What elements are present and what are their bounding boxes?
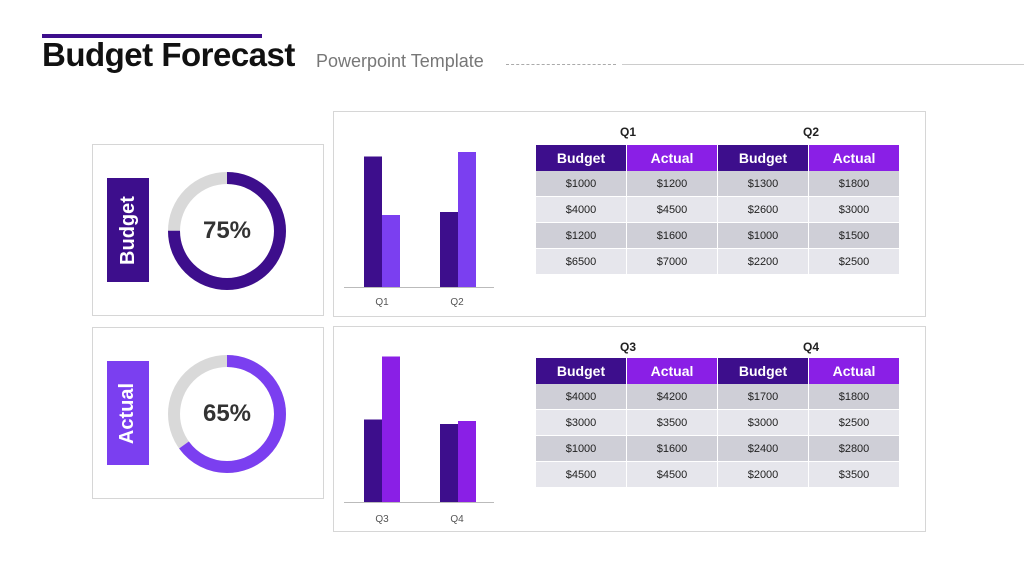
budget-label-box: Budget (107, 178, 149, 282)
table-cell: $4500 (536, 462, 626, 488)
bar-q3-series-1 (364, 419, 382, 502)
bar-q4-series-1 (440, 424, 458, 502)
x-tick-q2: Q2 (450, 297, 464, 308)
actual-label: Actual (116, 382, 139, 444)
column-header: Budget (718, 145, 808, 171)
table-cell: $1300 (718, 171, 808, 197)
table-row: $1000 $1600 $2400 $2800 (536, 436, 899, 462)
column-header: Budget (718, 358, 808, 384)
budget-percent: 75% (202, 217, 252, 244)
table-cell: $1700 (718, 384, 808, 410)
table-cell: $3000 (809, 197, 899, 223)
x-tick-q1: Q1 (375, 297, 389, 308)
table-cell: $3500 (809, 462, 899, 488)
actual-gauge-card: Actual 65% (92, 327, 324, 499)
table-cell: $2600 (718, 197, 808, 223)
actual-percent: 65% (202, 400, 252, 427)
donut-fill (168, 172, 286, 290)
q1-q2-bar-chart (344, 152, 494, 288)
table-cell: $1000 (536, 171, 626, 197)
table-row: $1000 $1200 $1300 $1800 (536, 171, 899, 197)
table-cell: $4500 (627, 197, 717, 223)
bar-q3-series-2 (382, 356, 400, 502)
table-cell: $1600 (627, 436, 717, 462)
bar-q1-series-1 (364, 156, 382, 287)
table-cell: $1600 (627, 223, 717, 249)
table-cell: $4200 (627, 384, 717, 410)
table-cell: $1000 (718, 223, 808, 249)
table-cell: $4000 (536, 384, 626, 410)
bar-q2-series-2 (458, 152, 476, 287)
donut-fill (168, 355, 286, 473)
q3-q4-bar-chart (344, 356, 494, 503)
budget-donut (168, 172, 286, 290)
page-subtitle: Powerpoint Template (316, 51, 484, 71)
table-cell: $3500 (627, 410, 717, 436)
actual-donut (168, 355, 286, 473)
q3-q4-table: Budget Actual Budget Actual $4000 $4200 … (535, 358, 900, 488)
dotted-divider (506, 64, 616, 65)
table-cell: $2000 (718, 462, 808, 488)
table-cell: $4000 (536, 197, 626, 223)
table-cell: $1800 (809, 171, 899, 197)
table-cell: $1200 (536, 223, 626, 249)
table-cell: $6500 (536, 249, 626, 275)
actual-label-box: Actual (107, 361, 149, 465)
column-header: Budget (536, 145, 626, 171)
table-cell: $1200 (627, 171, 717, 197)
q1-q2-panel: Q1 Q2 Q1 Q2 Budget Actual Budget Actual … (333, 111, 926, 317)
table-cell: $2400 (718, 436, 808, 462)
quarter-header-q3: Q3 (619, 340, 636, 354)
table-cell: $4500 (627, 462, 717, 488)
quarter-header-q4: Q4 (802, 340, 819, 354)
quarter-header-q1: Q1 (619, 125, 636, 139)
table-header-row: Budget Actual Budget Actual (536, 358, 899, 384)
x-tick-q4: Q4 (450, 514, 464, 525)
title-accent-bar (42, 34, 262, 38)
table-row: $1200 $1600 $1000 $1500 (536, 223, 899, 249)
table-cell: $1800 (809, 384, 899, 410)
bar-q1-series-2 (382, 215, 400, 287)
table-row: $3000 $3500 $3000 $2500 (536, 410, 899, 436)
table-cell: $2500 (809, 410, 899, 436)
column-header: Actual (627, 145, 717, 171)
table-row: $4000 $4200 $1700 $1800 (536, 384, 899, 410)
table-cell: $1000 (536, 436, 626, 462)
q3-q4-panel: Q3 Q4 Q3 Q4 Budget Actual Budget Actual … (333, 326, 926, 532)
quarter-header-q2: Q2 (802, 125, 819, 139)
table-row: $4500 $4500 $2000 $3500 (536, 462, 899, 488)
table-row: $4000 $4500 $2600 $3000 (536, 197, 899, 223)
table-row: $6500 $7000 $2200 $2500 (536, 249, 899, 275)
column-header: Actual (627, 358, 717, 384)
column-header: Budget (536, 358, 626, 384)
budget-label: Budget (116, 195, 139, 265)
table-header-row: Budget Actual Budget Actual (536, 145, 899, 171)
bar-q2-series-1 (440, 212, 458, 287)
column-header: Actual (809, 358, 899, 384)
table-cell: $2500 (809, 249, 899, 275)
table-cell: $7000 (627, 249, 717, 275)
table-cell: $1500 (809, 223, 899, 249)
table-cell: $3000 (718, 410, 808, 436)
column-header: Actual (809, 145, 899, 171)
bar-q4-series-2 (458, 421, 476, 502)
x-tick-q3: Q3 (375, 514, 389, 525)
table-cell: $2200 (718, 249, 808, 275)
budget-gauge-card: Budget 75% (92, 144, 324, 316)
page-title: Budget Forecast (42, 36, 295, 73)
q1-q2-table: Budget Actual Budget Actual $1000 $1200 … (535, 145, 900, 275)
table-cell: $2800 (809, 436, 899, 462)
table-cell: $3000 (536, 410, 626, 436)
header-divider (622, 64, 1024, 65)
